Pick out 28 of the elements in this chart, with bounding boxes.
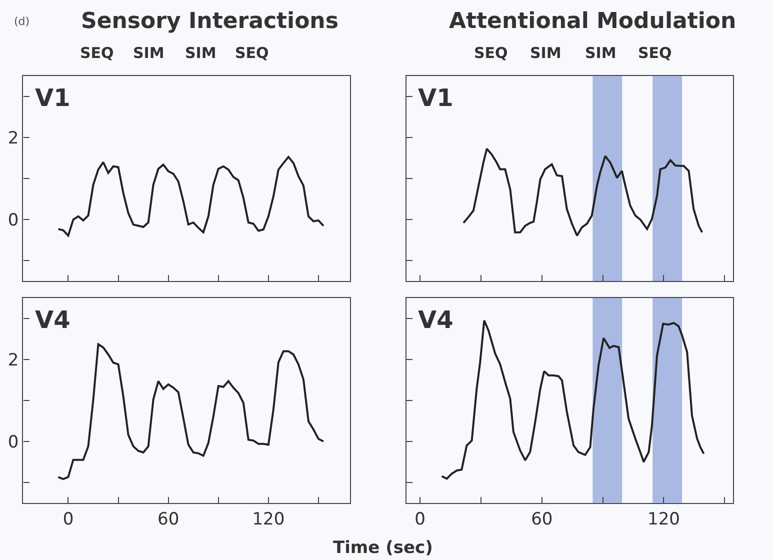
x-tick-label: 0 [62,509,74,530]
text: SEQ [80,44,114,62]
chart-title: Attentional Modulation [449,9,736,34]
x-tick-label: 0 [414,509,426,530]
annotation: V1 [35,84,70,112]
line-series [57,343,324,480]
line-series [57,156,324,237]
chart-title: Sensory Interactions [81,9,338,34]
x-tick-label: 60 [531,509,553,530]
text: (d) [14,15,30,28]
x-tick-label: 60 [158,509,180,530]
annotation: V4 [35,306,70,334]
text: SIM [133,44,164,62]
x-axis-title: Time (sec) [333,538,433,558]
y-tick-label: 0 [8,432,19,452]
annotation: V1 [418,84,454,112]
text: SEQ [235,44,269,62]
y-tick-label: 0 [8,210,19,231]
x-tick-label: 120 [648,509,680,530]
y-tick-label: 2 [8,350,19,370]
annotation: V4 [418,306,454,334]
text: SEQ [638,44,672,62]
x-tick-label: 120 [252,509,285,530]
text: SIM [585,44,616,62]
y-tick-label: 2 [8,128,19,149]
text: SEQ [474,44,508,62]
text: SIM [530,44,562,62]
text: SIM [185,44,216,62]
